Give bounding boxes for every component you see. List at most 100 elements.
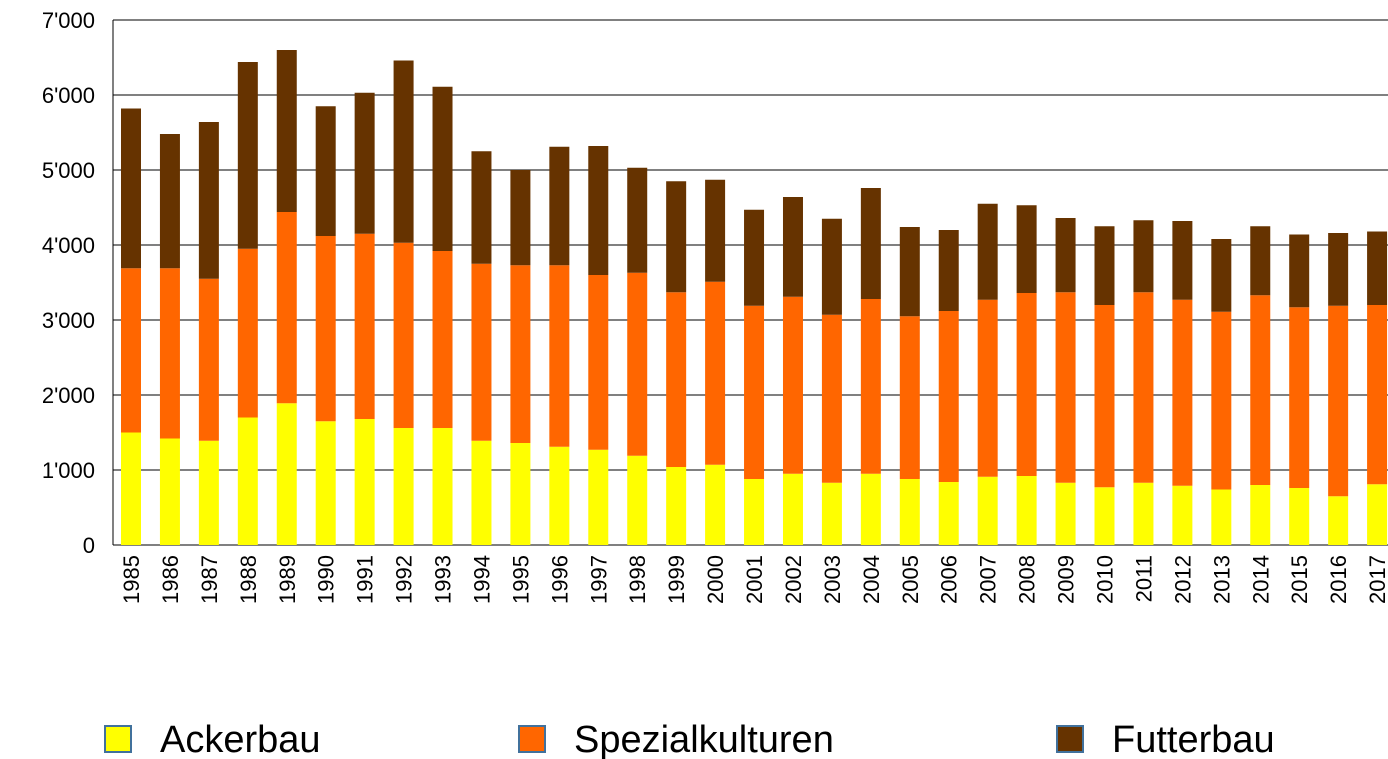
x-tick-label: 1991 [353,555,378,604]
x-tick-label: 2000 [703,555,728,604]
bar-segment [354,233,375,419]
bar-segment [705,281,726,465]
x-tick-label: 1994 [469,555,494,604]
bar-segment [354,419,375,545]
bar-segment [705,179,726,282]
bar-segment [1289,234,1310,308]
bar-segment [1172,299,1193,486]
bar-segment [393,428,414,545]
bar-segment [198,122,219,279]
bar-segment [1172,485,1193,545]
bar-segment [1094,226,1115,305]
bar-segment [938,230,959,311]
bar-segment [899,316,920,479]
x-tick-label: 2013 [1209,555,1234,604]
bar-segment [782,197,803,297]
x-tick-label: 2008 [1015,555,1040,604]
bar-segment [1328,233,1349,306]
bar-segment [1211,489,1232,545]
bar-segment [237,62,258,249]
bar-segment [1133,220,1154,293]
bar-segment [744,479,765,545]
x-tick-label: 1992 [392,555,417,604]
y-tick-label: 7'000 [42,8,95,33]
bar-segment [510,265,531,443]
x-tick-label: 1987 [197,555,222,604]
bar-segment [1094,487,1115,545]
bar-segment [782,296,803,474]
x-tick-label: 1989 [275,555,300,604]
bar-segment [666,467,687,545]
x-tick-label: 2014 [1248,555,1273,604]
x-tick-label: 2011 [1131,555,1156,602]
bar-segment [510,170,531,266]
bar-segment [432,86,453,251]
bar-segment [744,209,765,306]
x-tick-label: 1996 [547,555,572,604]
bar-segment [1133,482,1154,545]
bar-segment [588,275,609,450]
bar-segment [588,146,609,275]
x-tick-label: 2004 [859,555,884,604]
bar-segment [1016,205,1037,293]
bar-segment [666,181,687,293]
bar-segment [1367,305,1388,485]
x-tick-label: 1990 [314,555,339,604]
bar-segment [393,60,414,243]
x-tick-label: 2009 [1054,555,1079,604]
x-tick-label: 2005 [898,555,923,604]
bar-segment [744,305,765,479]
y-tick-label: 0 [83,533,95,558]
bar-segment [627,272,648,456]
x-tick-label: 2006 [937,555,962,604]
x-tick-label: 2007 [976,555,1001,604]
bar-segment [1250,485,1271,545]
x-tick-label: 1993 [431,555,456,604]
x-tick-label: 1997 [586,555,611,604]
bar-segment [1211,239,1232,312]
legend-label: Futterbau [1112,719,1275,759]
x-tick-label: 1998 [625,555,650,604]
bar-segment [198,278,219,441]
bar-segment [1016,476,1037,545]
bar-segment [121,108,141,269]
bar-segment [1367,484,1388,545]
bar-segment [977,203,998,300]
bar-segment [782,473,803,545]
bar-segment [977,476,998,545]
bar-segment [432,251,453,428]
bar-segment [899,479,920,545]
bar-segment [821,314,842,483]
bar-segment [977,299,998,477]
legend-label: Spezialkulturen [574,719,834,759]
y-tick-label: 5'000 [42,158,95,183]
bar-segment [159,268,180,439]
bar-segment [315,236,336,422]
bar-segment [1328,496,1349,545]
bar-segment [237,248,258,418]
y-tick-label: 6'000 [42,83,95,108]
bar-segment [860,188,881,299]
bar-segment [1367,231,1388,305]
x-tick-label: 2016 [1326,555,1351,604]
bar-segment [510,443,531,545]
x-tick-label: 1986 [158,555,183,604]
bar-segment [276,50,297,212]
bar-segment [315,421,336,545]
x-tick-label: 1999 [664,555,689,604]
x-tick-label: 2001 [742,555,767,604]
bar-segment [1328,305,1349,497]
legend-label: Ackerbau [160,719,321,759]
y-tick-label: 4'000 [42,233,95,258]
bar-segment [549,146,570,266]
bar-segment [549,265,570,447]
bar-segment [1016,293,1037,476]
bar-segment [1289,307,1310,488]
bar-segment [938,311,959,482]
bar-segment [821,218,842,315]
bar-segment [899,227,920,317]
x-tick-label: 2017 [1365,555,1388,604]
x-tick-label: 2002 [781,555,806,604]
bar-segment [549,446,570,545]
bar-segment [666,292,687,467]
